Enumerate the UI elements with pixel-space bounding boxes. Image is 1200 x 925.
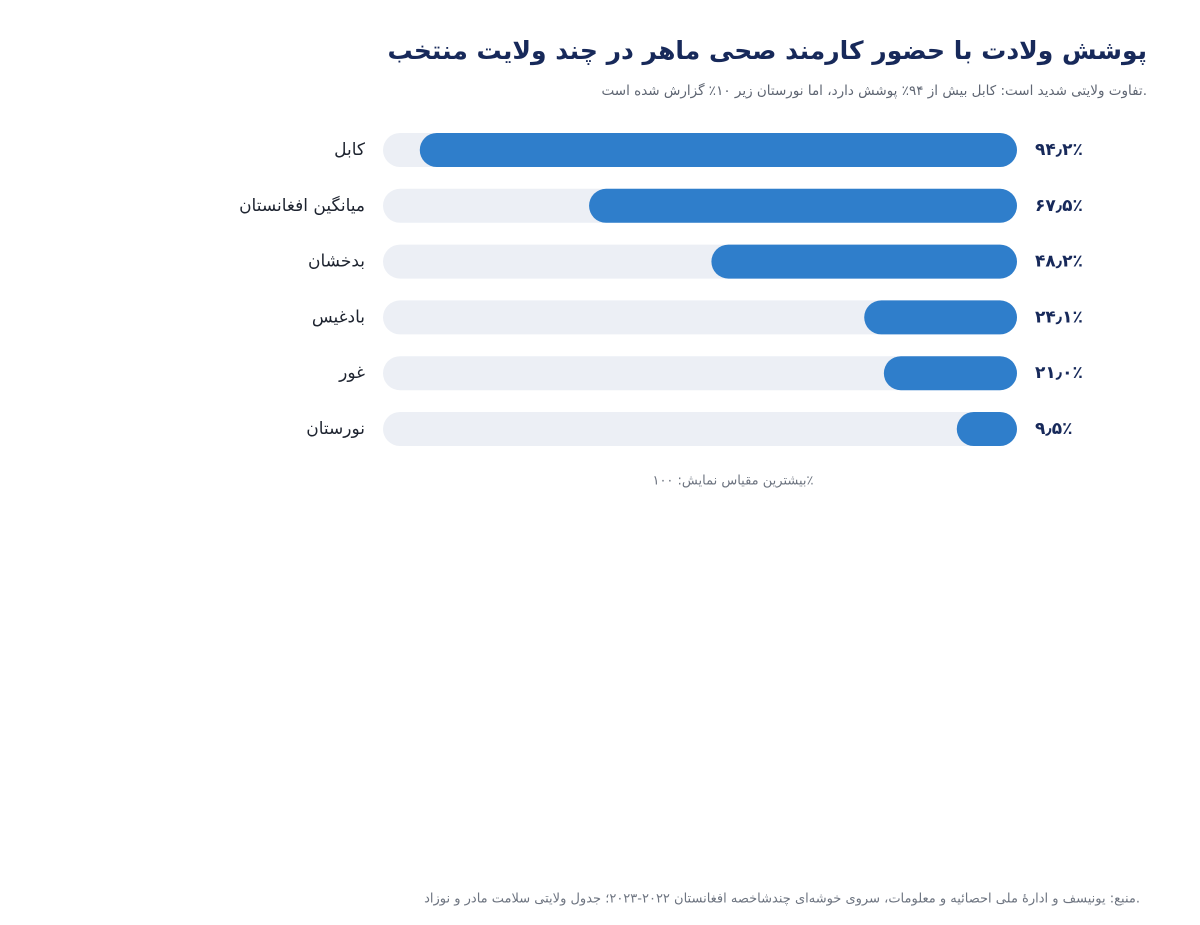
bar xyxy=(711,244,1017,279)
category-label: کابل xyxy=(334,140,366,160)
value-label: ۶۷٫۵٪ xyxy=(1035,196,1083,216)
bar xyxy=(419,133,1018,167)
value-label: ۲۴٫۱٪ xyxy=(1035,307,1083,327)
chart-title: پوشش ولادت با حضور کارمند صحی ماهر در چن… xyxy=(387,36,1147,66)
bar-track xyxy=(383,300,1017,335)
bar xyxy=(864,300,1017,335)
category-label: بدخشان xyxy=(308,252,365,272)
source-note: منبع: یونیسف و ادارهٔ ملی احصائیه و معلو… xyxy=(424,892,1140,907)
scale-note: بیشترین مقیاس نمایش: ۱۰۰٪ xyxy=(652,474,813,489)
value-label: ۴۸٫۲٪ xyxy=(1035,252,1083,272)
bar xyxy=(956,412,1017,446)
bar xyxy=(589,188,1017,223)
category-label: غور xyxy=(338,363,365,383)
value-label: ۹٫۵٪ xyxy=(1035,419,1073,439)
value-label: ۹۴٫۲٪ xyxy=(1035,140,1083,160)
chart-subtitle: تفاوت ولایتی شدید است: کابل بیش از ۹۴٪ پ… xyxy=(602,82,1147,99)
value-label: ۲۱٫۰٪ xyxy=(1035,363,1083,383)
bar-track xyxy=(383,412,1017,446)
category-label: نورستان xyxy=(306,419,365,439)
category-label: میانگین افغانستان xyxy=(239,195,365,216)
bar xyxy=(883,356,1017,391)
bar-track xyxy=(383,356,1017,391)
category-label: بادغیس xyxy=(312,307,365,327)
